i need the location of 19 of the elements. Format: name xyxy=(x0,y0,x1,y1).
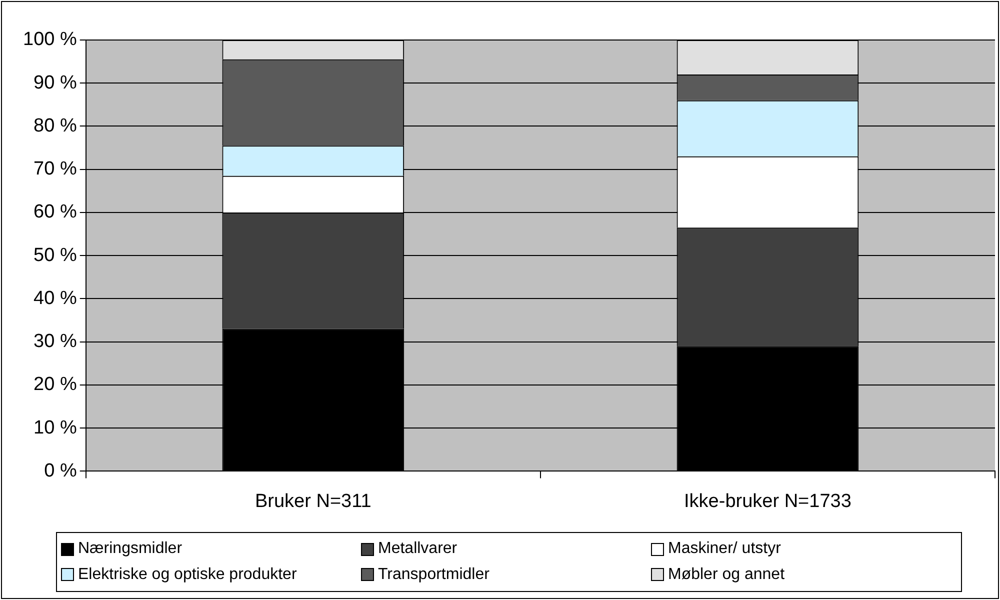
y-tick-label: 40 % xyxy=(34,288,77,309)
legend-label: Elektriske og optiske produkter xyxy=(78,566,297,584)
y-tick-label: 0 % xyxy=(44,460,77,482)
legend-label: Transportmidler xyxy=(378,566,490,584)
x-tick-label: Bruker N=311 xyxy=(254,490,372,512)
y-tick-label: 80 % xyxy=(34,115,77,136)
legend-label: Møbler og annet xyxy=(668,566,785,584)
y-tick-label: 50 % xyxy=(34,244,77,266)
y-tick-label: 70 % xyxy=(34,158,77,180)
x-tick-label: Ikke-bruker N=1733 xyxy=(684,490,852,512)
y-tick-label: 20 % xyxy=(34,374,77,396)
y-tick-label: 10 % xyxy=(34,417,77,438)
legend-label: Metallvarer xyxy=(378,540,458,558)
legend-label: Maskiner/ utstyr xyxy=(668,540,781,558)
legend-label: Næringsmidler xyxy=(78,540,182,558)
y-tick-label: 30 % xyxy=(34,331,77,352)
y-tick-label: 60 % xyxy=(34,202,77,223)
y-tick-label: 100 % xyxy=(23,29,77,50)
y-tick-label: 90 % xyxy=(34,72,77,94)
